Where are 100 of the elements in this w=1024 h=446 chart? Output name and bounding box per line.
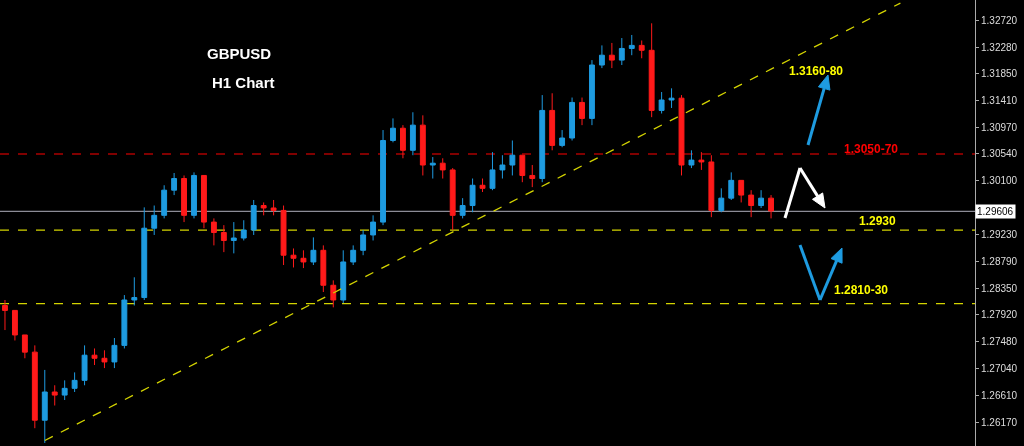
candlestick: [280, 205, 287, 266]
candlestick: [409, 111, 416, 156]
candlestick: [618, 37, 625, 66]
candlestick: [101, 349, 108, 369]
y-tick-label: 1.30540: [981, 148, 1018, 160]
candlestick: [380, 129, 386, 226]
candlestick: [768, 194, 774, 219]
y-tick-label: 1.31850: [981, 68, 1018, 80]
candlestick: [589, 59, 595, 126]
candlestick: [220, 224, 227, 253]
candlestick: [718, 187, 725, 213]
y-tick-label: 1.31410: [981, 95, 1018, 107]
candlestick: [509, 139, 516, 176]
candlestick: [459, 197, 466, 219]
candlestick: [41, 369, 48, 444]
candlestick: [141, 206, 148, 301]
candlestick: [61, 379, 68, 401]
candlestick: [708, 154, 715, 218]
candlestick: [439, 157, 446, 180]
candlestick: [300, 249, 307, 269]
candlestick: [270, 199, 277, 216]
candlestick: [419, 114, 426, 176]
candlestick: [31, 344, 38, 429]
candlestick: [469, 178, 476, 213]
candlestick: [658, 91, 665, 114]
y-tick-label: 1.26170: [981, 416, 1018, 428]
candlestick: [519, 154, 526, 183]
candlestick: [51, 384, 58, 407]
candlestick: [250, 199, 257, 236]
ref-line-label: 1.2930: [859, 214, 897, 228]
candlestick: [21, 334, 28, 359]
candlestick: [688, 149, 695, 169]
annotation: 1.2810-30: [834, 283, 889, 297]
candlestick: [668, 87, 675, 109]
candlestick: [11, 309, 18, 341]
candlestick: [121, 294, 128, 349]
candlestick: [370, 214, 377, 241]
candlestick: [499, 154, 506, 180]
candlestick: [579, 97, 585, 126]
candlestick: [559, 129, 566, 148]
candlestick: [191, 171, 197, 219]
candlestick: [728, 171, 735, 201]
annotation: 1.3160-80: [789, 64, 844, 78]
candlestick: [360, 229, 367, 256]
y-tick-label: 1.27480: [981, 336, 1018, 348]
text: GBPUSD: [207, 45, 272, 62]
candlestick: [628, 34, 635, 56]
candlestick: [539, 94, 546, 183]
y-tick-label: 1.30100: [981, 175, 1018, 187]
y-tick-label: 1.29230: [981, 228, 1018, 240]
candlestick: [330, 279, 337, 308]
candlestick: [350, 244, 357, 266]
candlestick: [549, 92, 556, 151]
candlestick: [598, 44, 605, 69]
y-tick-label: 1.26610: [981, 389, 1018, 401]
y-tick-label: 1.32720: [981, 14, 1018, 26]
candlestick: [429, 156, 436, 180]
ref-line-label: 1.29606: [977, 206, 1014, 217]
candlestick: [81, 344, 88, 386]
candlestick: [201, 174, 207, 229]
text: H1 Chart: [212, 74, 275, 91]
candlestick: [171, 172, 178, 196]
candlestick: [738, 179, 745, 203]
candlestick: [529, 164, 536, 188]
candlestick: [390, 117, 396, 143]
candlestick: [648, 22, 655, 118]
candlestick: [230, 221, 237, 254]
candlestick: [608, 42, 615, 69]
candlestick: [151, 205, 158, 236]
candlestick: [2, 299, 8, 331]
candlestick: [290, 247, 297, 268]
candlestick: [758, 189, 765, 209]
annotation: 1.3050-70: [844, 142, 899, 156]
candlestick: [748, 189, 755, 218]
candlestick: [449, 167, 456, 231]
y-tick-label: 1.27920: [981, 309, 1018, 321]
y-tick-label: 1.32280: [981, 41, 1018, 53]
y-tick-label: 1.30970: [981, 122, 1018, 134]
candlestick: [340, 249, 347, 304]
candlestick: [71, 371, 78, 393]
candlestick: [131, 276, 138, 307]
candlestick: [210, 217, 217, 246]
y-tick-label: 1.27040: [981, 363, 1018, 375]
candlestick: [569, 97, 575, 141]
candlestick: [161, 184, 168, 219]
candlestick: [479, 178, 486, 193]
candlestick: [320, 244, 327, 293]
candlestick: [111, 337, 118, 369]
candlestick: [260, 201, 267, 216]
candlestick: [91, 347, 98, 366]
candlestick: [489, 151, 496, 191]
candlestick: [638, 39, 645, 59]
candlestick: [310, 236, 317, 266]
candlestick: [240, 219, 247, 241]
candlestick: [698, 151, 705, 171]
candlestick: [678, 94, 685, 176]
y-tick-label: 1.28790: [981, 255, 1018, 267]
candlestick: [181, 174, 187, 223]
y-tick-label: 1.28350: [981, 282, 1018, 294]
candlestick: [400, 124, 406, 159]
